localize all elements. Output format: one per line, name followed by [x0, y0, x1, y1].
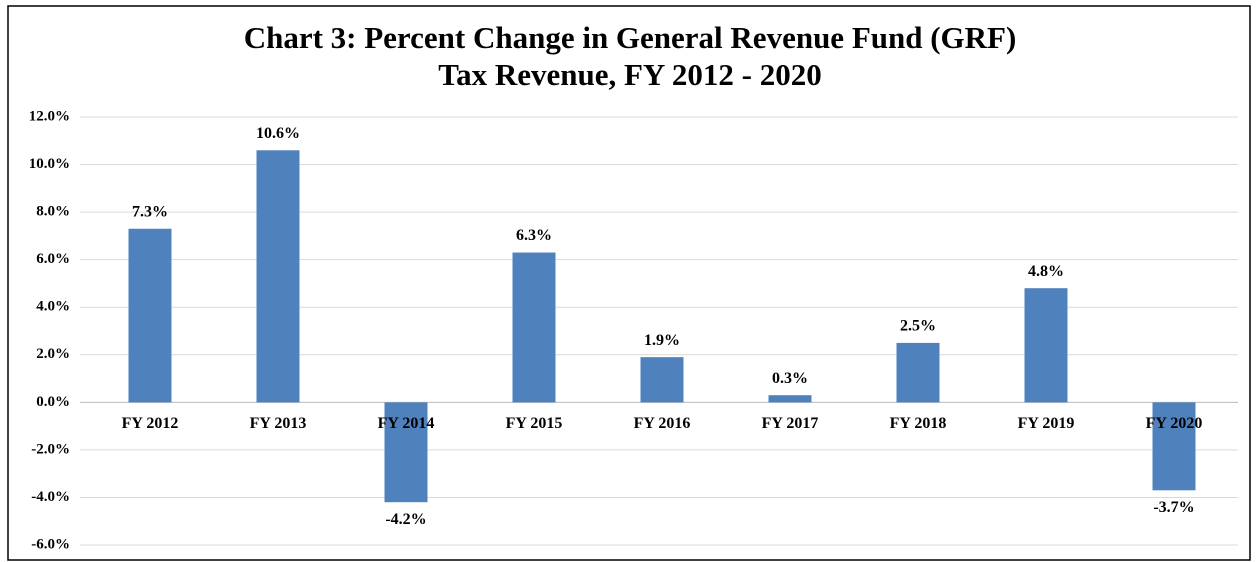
chart-title: Tax Revenue, FY 2012 - 2020: [438, 57, 821, 92]
y-tick-label: -4.0%: [31, 489, 70, 505]
bar: [896, 342, 940, 403]
x-tick-label: FY 2012: [122, 415, 179, 432]
x-tick-label: FY 2020: [1146, 415, 1203, 432]
y-tick-label: 2.0%: [36, 346, 70, 362]
value-label: 6.3%: [516, 227, 552, 244]
bar: [768, 395, 812, 403]
chart-title: Chart 3: Percent Change in General Reven…: [244, 20, 1017, 55]
x-tick-label: FY 2016: [634, 415, 691, 432]
x-tick-label: FY 2013: [250, 415, 307, 432]
value-label: 0.3%: [772, 370, 808, 387]
value-label: 1.9%: [644, 332, 680, 349]
value-label: 7.3%: [132, 203, 168, 220]
bar: [1152, 402, 1196, 491]
bar: [640, 357, 684, 403]
x-tick-label: FY 2018: [890, 415, 947, 432]
y-tick-label: 6.0%: [36, 251, 70, 267]
x-tick-label: FY 2015: [506, 415, 563, 432]
value-label: 10.6%: [256, 125, 300, 142]
bar: [256, 150, 300, 403]
x-tick-label: FY 2014: [378, 415, 435, 432]
bar: [1024, 288, 1068, 403]
y-tick-label: 4.0%: [36, 299, 70, 315]
bar: [128, 228, 172, 403]
value-label: -4.2%: [385, 511, 426, 528]
y-tick-label: 10.0%: [29, 156, 70, 172]
y-tick-label: -6.0%: [31, 536, 70, 552]
y-tick-label: 12.0%: [29, 108, 70, 124]
value-label: 4.8%: [1028, 263, 1064, 280]
value-label: 2.5%: [900, 318, 936, 335]
bar: [512, 252, 556, 403]
value-label: -3.7%: [1153, 499, 1194, 516]
y-tick-label: -2.0%: [31, 441, 70, 457]
y-tick-label: 8.0%: [36, 204, 70, 220]
bar: [384, 402, 428, 503]
x-tick-label: FY 2017: [762, 415, 819, 432]
y-tick-label: 0.0%: [36, 394, 70, 410]
chart-frame: [7, 5, 1251, 561]
x-tick-label: FY 2019: [1018, 415, 1075, 432]
